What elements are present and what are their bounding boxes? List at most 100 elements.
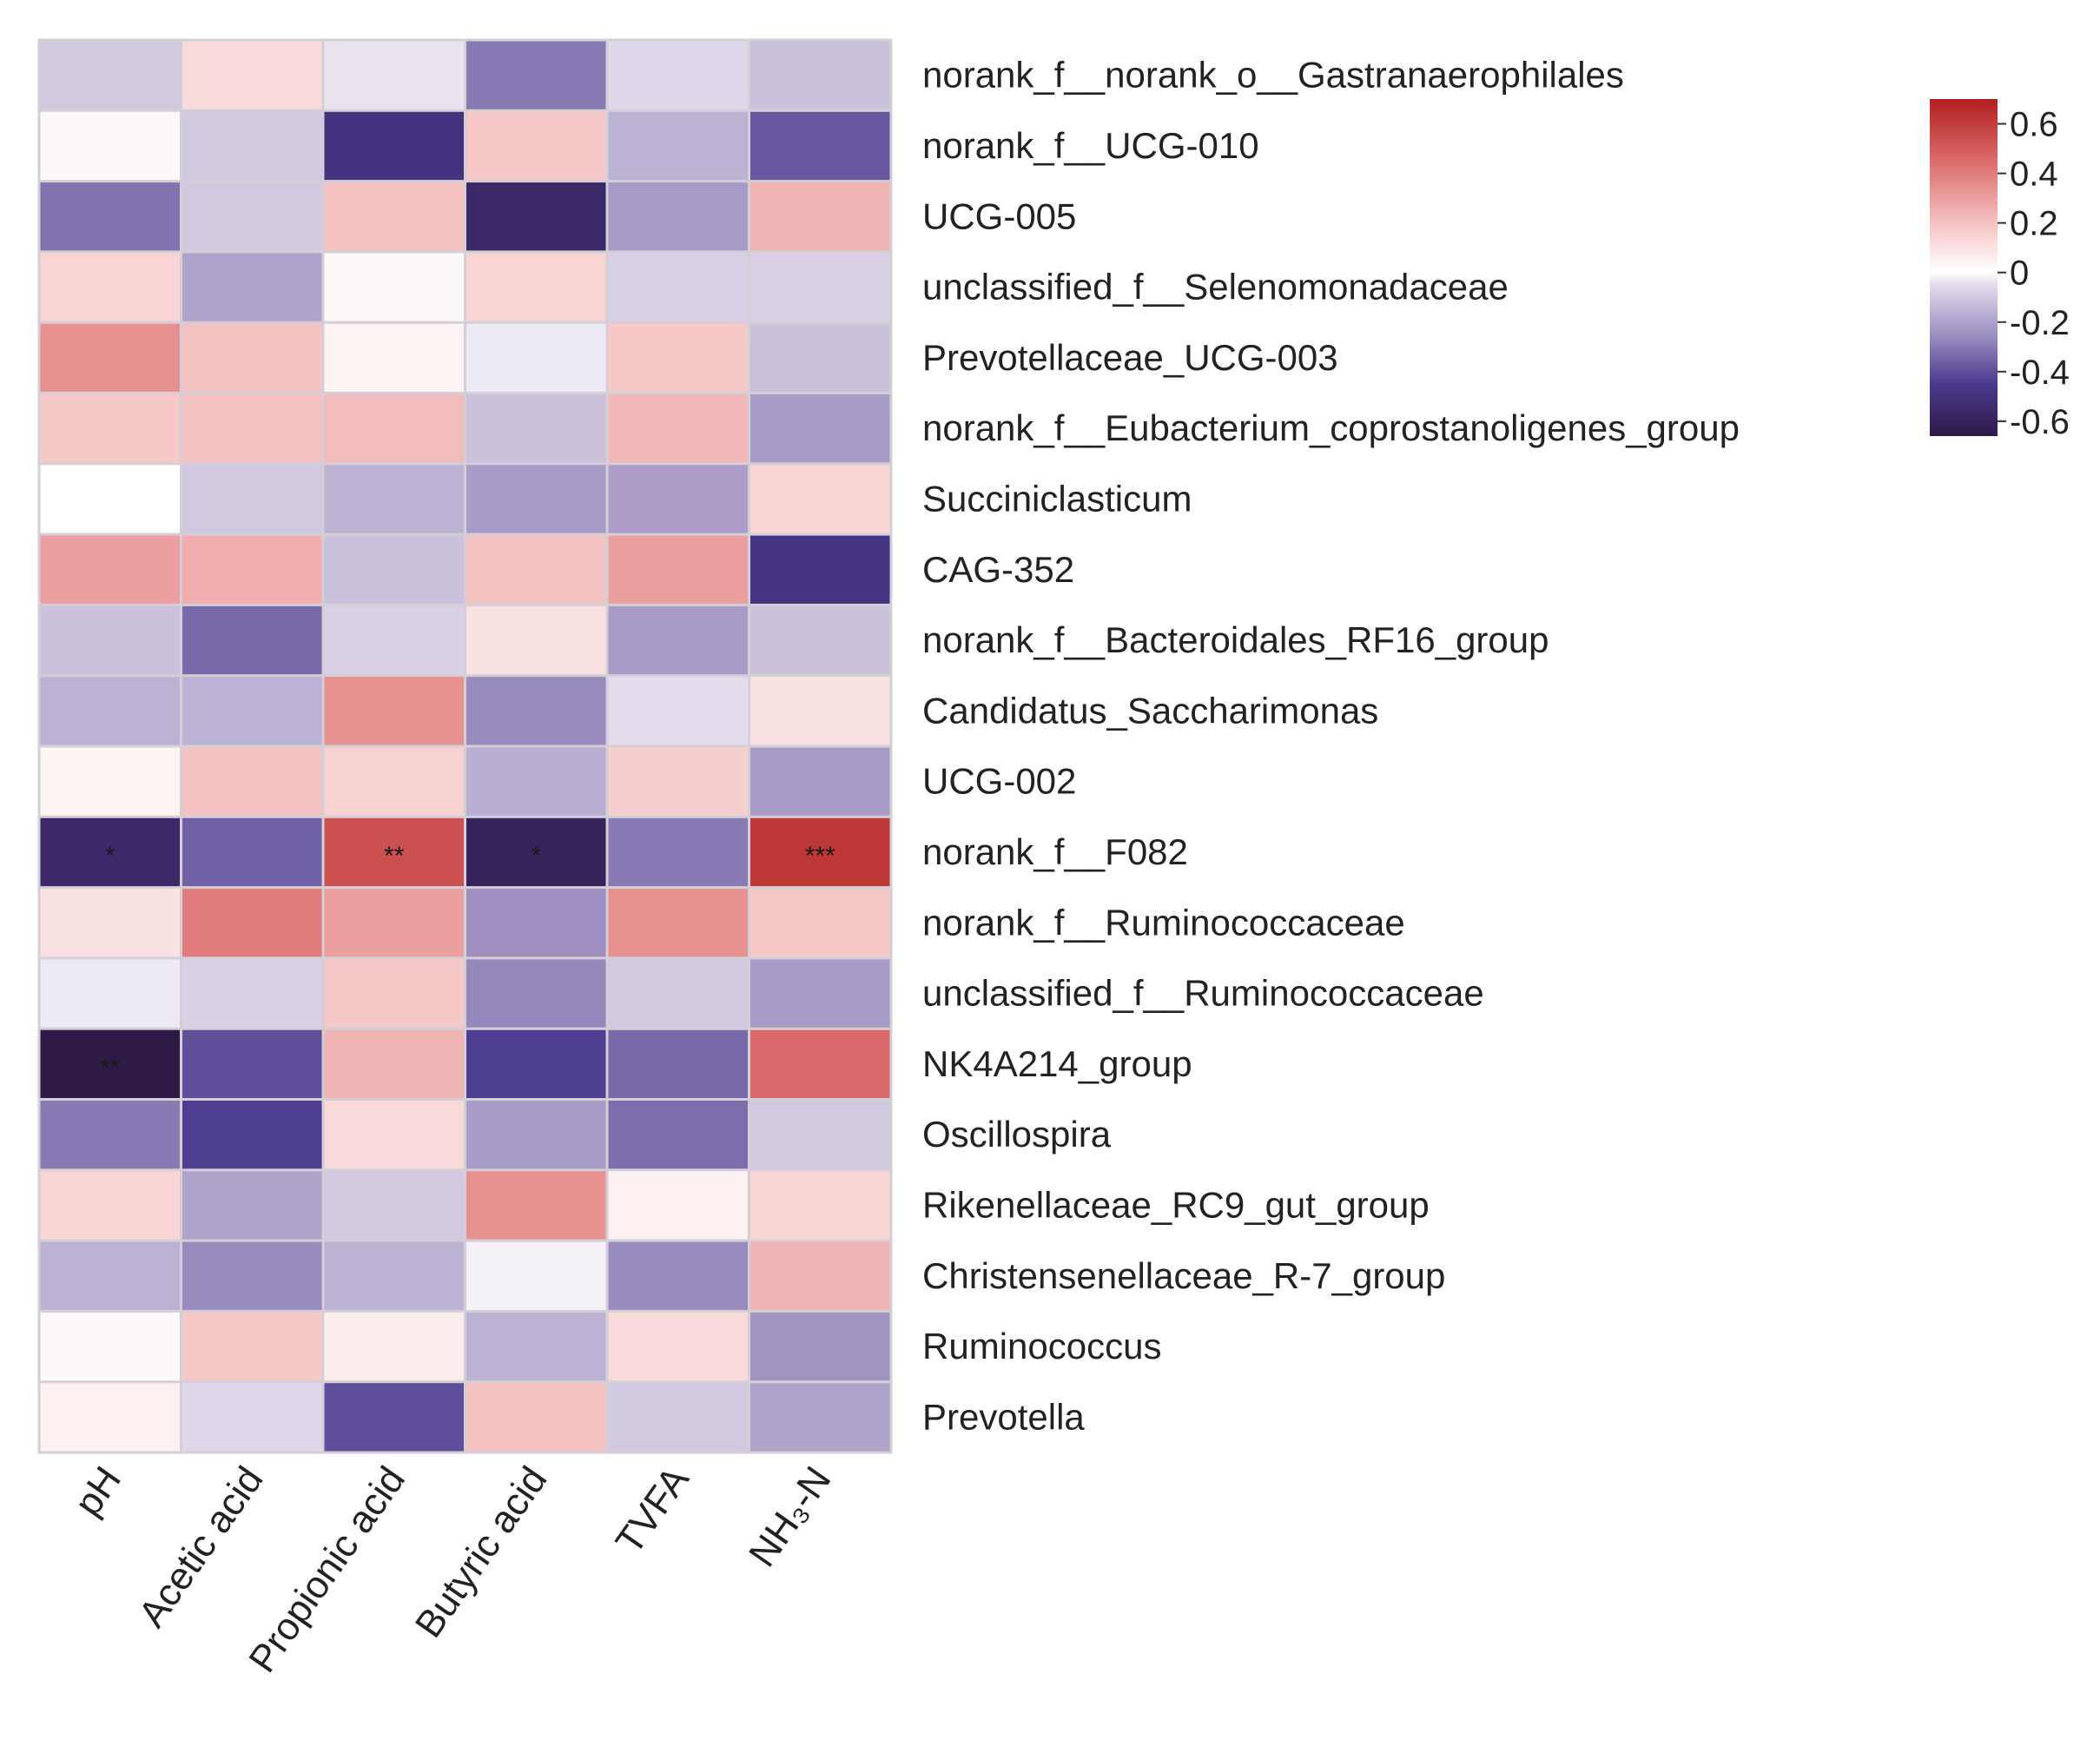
heatmap-cell: [40, 1241, 180, 1310]
heatmap-cell: [608, 323, 748, 392]
heatmap-cell: [750, 1171, 890, 1240]
column-label: Propionic acid: [241, 1459, 413, 1680]
row-label: Prevotellaceae_UCG-003: [922, 337, 1338, 378]
heatmap-cell: [750, 111, 890, 181]
heatmap-cell: [466, 41, 606, 109]
heatmap-cell: [40, 41, 180, 109]
row-label: norank_f__norank_o__Gastranaerophilales: [922, 55, 1624, 96]
color-scale-tick-label: 0.6: [2010, 106, 2058, 144]
heatmap-cell: [40, 1029, 180, 1098]
heatmap-cell: [182, 323, 322, 392]
color-scale-tick-label: 0.2: [2010, 205, 2058, 243]
heatmap-cell: [608, 889, 748, 957]
heatmap-cell: [466, 182, 606, 251]
heatmap-cell: [40, 1383, 180, 1452]
significance-marker: **: [100, 1054, 121, 1082]
grid-background: [37, 38, 893, 1454]
heatmap-cell: [40, 1171, 180, 1240]
heatmap-cell: [750, 1101, 890, 1169]
heatmap-cell: [466, 465, 606, 533]
heatmap-cell: [182, 1029, 322, 1098]
significance-marker: **: [384, 842, 405, 870]
heatmap-cell: [608, 1171, 748, 1240]
heatmap-cell: [324, 1241, 464, 1310]
row-label: unclassified_f__Selenomonadaceae: [922, 267, 1509, 308]
heatmap-cell: [182, 253, 322, 321]
heatmap-cell: [608, 817, 748, 887]
heatmap-cell: [182, 605, 322, 675]
heatmap-cell: [324, 394, 464, 463]
heatmap-cell: [324, 605, 464, 675]
heatmap-cell: [40, 111, 180, 181]
color-scale-tick-label: 0: [2010, 255, 2029, 293]
heatmap-cell: [466, 111, 606, 181]
color-scale-tick-label: -0.4: [2010, 354, 2070, 392]
heatmap-cell: [324, 1101, 464, 1169]
heatmap-cell: [750, 323, 890, 392]
heatmap-cell: [40, 1312, 180, 1381]
heatmap-cell: [466, 535, 606, 604]
heatmap-cell: [324, 41, 464, 109]
heatmap-cell: [324, 817, 464, 887]
heatmap-cell: [40, 394, 180, 463]
heatmap-cell: [608, 41, 748, 109]
heatmap-cell: [608, 182, 748, 251]
heatmap-cell: [750, 817, 890, 887]
heatmap-cell: [466, 747, 606, 816]
significance-marker: *: [531, 842, 541, 870]
heatmap-cell: [608, 1101, 748, 1169]
heatmap-cell: [324, 253, 464, 321]
heatmap-cell: [466, 1029, 606, 1098]
heatmap-cell: [324, 182, 464, 251]
row-label: UCG-005: [922, 195, 1076, 236]
heatmap-cell: [608, 959, 748, 1028]
heatmap-cell: [608, 677, 748, 745]
heatmap-cell: [324, 747, 464, 816]
row-label: Rikenellaceae_RC9_gut_group: [922, 1184, 1430, 1225]
row-label: norank_f__Bacteroidales_RF16_group: [922, 619, 1549, 660]
heatmap-cell: [750, 889, 890, 957]
row-label: norank_f__Ruminococcaceae: [922, 902, 1405, 943]
row-label: NK4A214_group: [922, 1043, 1192, 1084]
row-label: Ruminococcus: [922, 1326, 1161, 1366]
heatmap-cell: [608, 1241, 748, 1310]
heatmap-cell: [324, 889, 464, 957]
row-label: Oscillospira: [922, 1114, 1112, 1155]
heatmap-cell: [324, 1312, 464, 1381]
heatmap-cell: [182, 1312, 322, 1381]
row-label: CAG-352: [922, 549, 1074, 590]
heatmap-cell: [182, 817, 322, 887]
heatmap-cell: [750, 1383, 890, 1452]
heatmap-cell: [750, 535, 890, 604]
heatmap-cell: [750, 41, 890, 109]
color-scale-legend: 0.6 0.4 0.2 0 -0.2 -0.4 -0.6: [1930, 99, 2070, 441]
significance-marker: ***: [805, 842, 835, 870]
heatmap-cell: [182, 182, 322, 251]
heatmap-cell: [40, 1101, 180, 1169]
column-label: NH₃-N: [741, 1459, 840, 1575]
heatmap-cell: [182, 535, 322, 604]
heatmap-cell: [750, 465, 890, 533]
row-label: norank_f__Eubacterium_coprostanoligenes_…: [922, 407, 1740, 448]
heatmap-cell: [40, 465, 180, 533]
heatmap-cell: [608, 1383, 748, 1452]
heatmap-cell: [750, 677, 890, 745]
heatmap-cell: [466, 677, 606, 745]
heatmap-cell: [750, 1312, 890, 1381]
heatmap-cell: [608, 605, 748, 675]
column-label: Butyric acid: [407, 1459, 556, 1645]
heatmap-cell: [324, 1029, 464, 1098]
row-labels: norank_f__norank_o__Gastranaerophilalesn…: [922, 55, 1740, 1438]
heatmap-cell: [466, 1101, 606, 1169]
heatmap-cell: [40, 535, 180, 604]
heatmap-cell: [182, 111, 322, 181]
heatmap-cell: [182, 889, 322, 957]
heatmap-cell: [750, 253, 890, 321]
heatmap-cell: [608, 465, 748, 533]
heatmap-cell: [324, 959, 464, 1028]
heatmap-cell: [466, 1383, 606, 1452]
row-label: UCG-002: [922, 761, 1076, 802]
heatmap-cell: [466, 605, 606, 675]
row-label: Prevotella: [922, 1396, 1085, 1437]
